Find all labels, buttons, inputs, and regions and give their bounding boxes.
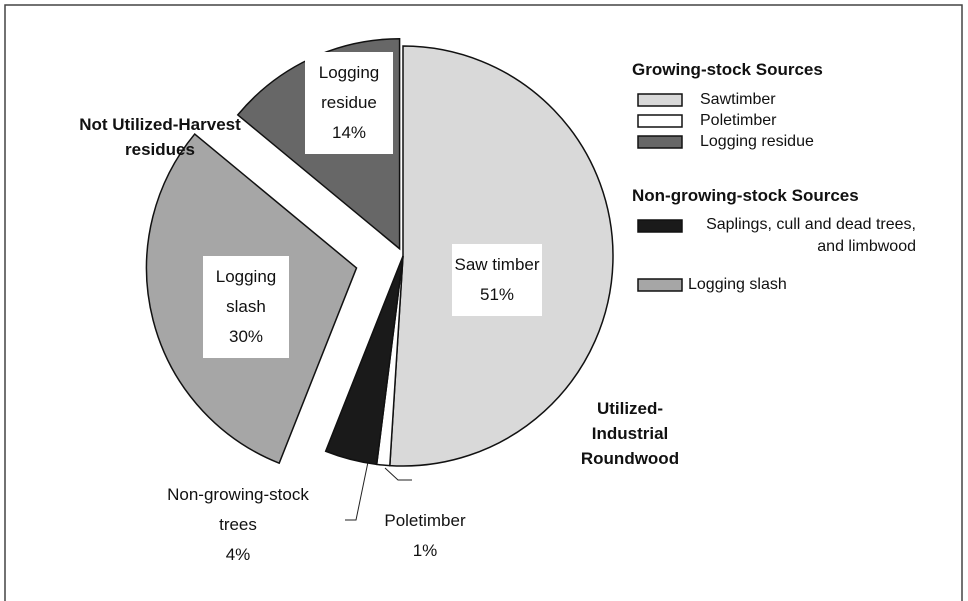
slice-category: Non-growing-stock trees bbox=[167, 485, 309, 534]
slice-label: Logging slash 30% bbox=[203, 256, 289, 358]
slice-category: Logging slash bbox=[215, 267, 277, 316]
annotation: Not Utilized-Harvest residues bbox=[79, 115, 241, 159]
slice-percent: 14% bbox=[331, 123, 367, 142]
slice-percent: 30% bbox=[228, 327, 264, 346]
pie-slice bbox=[324, 255, 404, 466]
slice-percent: 51% bbox=[479, 285, 515, 304]
slice-category: Saw timber bbox=[454, 255, 540, 274]
slice-category: Poletimber bbox=[384, 511, 466, 530]
annotation: Utilized-Industrial Roundwood bbox=[580, 399, 680, 468]
slice-label: Saw timber 51% bbox=[452, 244, 542, 316]
legend-label: Poletimber bbox=[700, 112, 777, 129]
slice-label: Non-growing-stock trees 4% bbox=[148, 480, 328, 570]
legend-swatch bbox=[637, 135, 683, 149]
legend-swatch bbox=[637, 93, 683, 107]
slice-category: Logging residue bbox=[318, 63, 380, 112]
slice-label: Poletimber 1% bbox=[380, 506, 470, 566]
leader-line bbox=[384, 467, 412, 481]
legend-swatch bbox=[637, 219, 683, 233]
slice-percent: 1% bbox=[412, 541, 438, 560]
legend-title: Growing-stock Sources bbox=[632, 60, 823, 79]
legend-swatch bbox=[637, 114, 683, 128]
legend-label: Logging slash bbox=[688, 276, 787, 293]
frame bbox=[4, 4, 963, 601]
slice-label: Logging residue 14% bbox=[305, 52, 393, 154]
legend-title: Non-growing-stock Sources bbox=[632, 186, 859, 205]
legend-label: Saplings, cull and dead trees, and limbw… bbox=[706, 216, 916, 255]
slice-percent: 4% bbox=[225, 545, 251, 564]
legend-label: Logging residue bbox=[700, 133, 814, 150]
leader-line bbox=[345, 461, 369, 521]
legend-label: Sawtimber bbox=[700, 91, 776, 108]
legend-swatch bbox=[637, 278, 683, 292]
